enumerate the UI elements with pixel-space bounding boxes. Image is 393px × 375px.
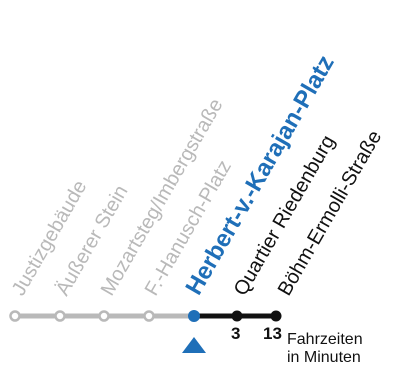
stop-marker-karajan-platz — [188, 310, 200, 322]
caption-line-1: Fahrzeiten — [287, 331, 363, 348]
travel-time-boehm-ermolli-strasse: 13 — [263, 324, 282, 343]
stop-marker-quartier-riedenburg — [231, 310, 243, 322]
stop-marker-justizgebaeude — [9, 310, 21, 322]
travel-time-caption: Fahrzeiten in Minuten — [287, 331, 363, 366]
stop-marker-boehm-ermolli-strasse — [270, 310, 282, 322]
stop-marker-hanusch-platz — [143, 310, 155, 322]
travel-time-quartier-riedenburg: 3 — [231, 324, 241, 343]
current-position-triangle-icon — [182, 337, 206, 353]
stop-marker-mozartsteg — [98, 310, 110, 322]
caption-line-2: in Minuten — [287, 348, 361, 366]
stop-marker-aeusserer-stein — [54, 310, 66, 322]
